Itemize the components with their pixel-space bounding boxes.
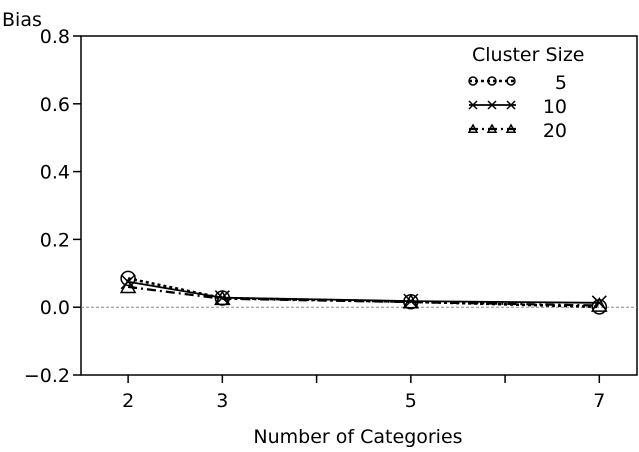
- x-tick-label: 3: [216, 390, 228, 412]
- legend-marker: [487, 100, 497, 110]
- legend-marker: [506, 76, 516, 86]
- data-point: [403, 293, 419, 309]
- legend-marker: [467, 123, 479, 133]
- x-axis: 2 3 5 7: [122, 375, 605, 412]
- data-point: [214, 290, 230, 306]
- series-10: [120, 274, 607, 311]
- legend-marker: [468, 100, 478, 110]
- legend-marker: [505, 123, 517, 133]
- series-layer: [119, 270, 608, 315]
- y-tick-label: 0.6: [40, 94, 70, 116]
- legend-marker: [468, 76, 478, 86]
- legend-marker: [487, 76, 497, 86]
- legend-marker: [506, 100, 516, 110]
- legend-label: 5: [555, 72, 567, 94]
- data-point: [591, 296, 608, 312]
- y-tick-label: 0.0: [40, 297, 70, 319]
- series-line: [127, 277, 600, 309]
- series-20: [119, 278, 608, 312]
- y-tick-label: 0.8: [40, 26, 70, 48]
- y-tick-label: 0.2: [40, 229, 70, 251]
- data-point: [120, 270, 136, 287]
- legend-label: 10: [543, 96, 567, 118]
- x-tick-label: 2: [122, 390, 134, 412]
- legend-label: 20: [543, 120, 567, 142]
- y-tick-label: 0.4: [40, 162, 70, 184]
- x-tick-label: 7: [593, 390, 605, 412]
- data-point: [119, 278, 137, 294]
- series-line: [127, 280, 600, 304]
- plot-frame: [80, 35, 638, 376]
- y-axis-label: Bias: [2, 9, 42, 31]
- x-axis-label: Number of Categories: [253, 426, 462, 448]
- x-tick-label: 5: [405, 390, 417, 412]
- y-tick-label: −0.2: [24, 365, 70, 387]
- legend-title: Cluster Size: [472, 44, 584, 66]
- data-point: [214, 290, 231, 306]
- y-axis: −0.2 0.0 0.2 0.4 0.6 0.8: [24, 26, 81, 387]
- legend-marker: [486, 123, 498, 133]
- data-point: [402, 293, 420, 309]
